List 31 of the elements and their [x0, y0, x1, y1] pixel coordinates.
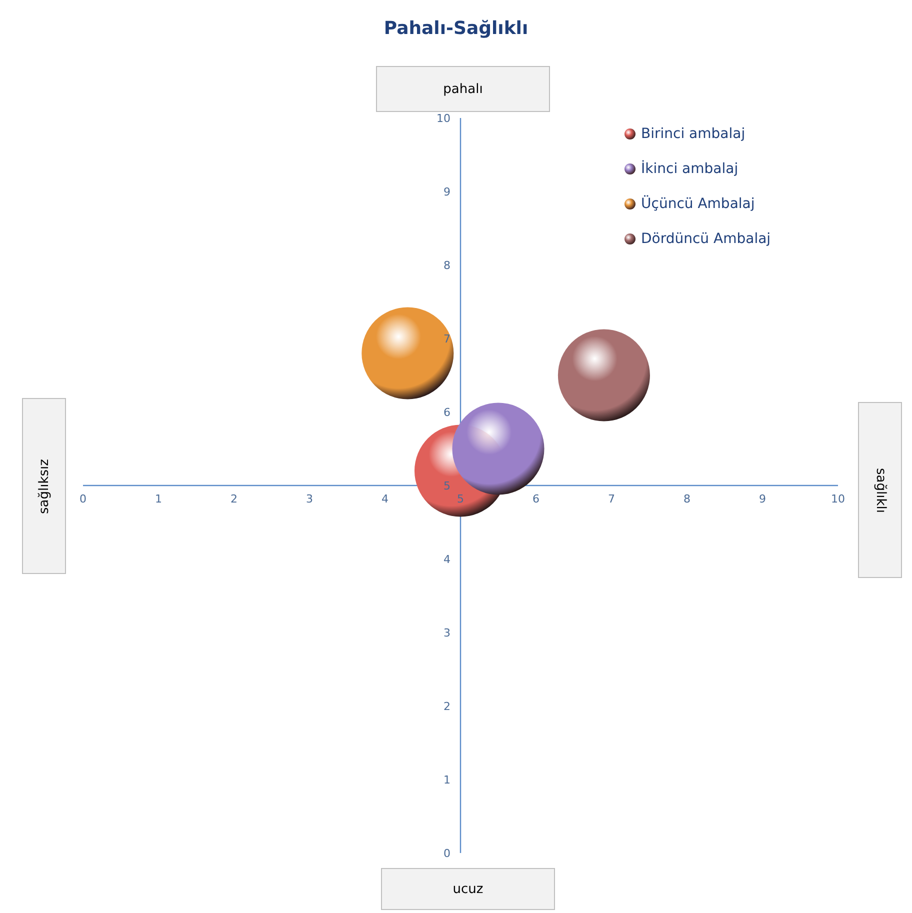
x-tick-label: 0 [80, 492, 86, 506]
x-tick-label: 4 [382, 492, 388, 506]
x-tick-label: 7 [608, 492, 615, 506]
y-tick-label: 9 [444, 186, 450, 198]
text: sağlıklı [872, 468, 888, 512]
y-tick-label: 5 [444, 480, 450, 492]
y-tick-label: 7 [444, 332, 450, 346]
x-tick-label: 8 [684, 492, 690, 506]
y-tick-label: 2 [444, 700, 450, 713]
x-tick-label: 6 [532, 492, 540, 506]
legend-label: Birinci ambalaj [641, 126, 746, 142]
y-tick-label: 10 [436, 112, 450, 125]
x-tick-label: 9 [759, 492, 766, 506]
y-tick-label: 3 [444, 626, 450, 640]
chart-title: Pahalı-Sağlıklı [382, 18, 530, 39]
y-tick-label: 6 [444, 406, 450, 419]
legend-label: Dördüncü Ambalaj [641, 230, 771, 246]
x-tick-label: 10 [831, 492, 845, 506]
text: ucuz [452, 882, 484, 896]
x-tick-label: 1 [155, 492, 162, 506]
y-tick-label: 1 [444, 774, 450, 786]
legend-label: Üçüncü Ambalaj [641, 196, 755, 212]
y-tick-label: 4 [444, 553, 450, 566]
x-tick-label: 2 [230, 492, 238, 506]
y-tick-label: 0 [444, 847, 450, 860]
text: sağlıksız [36, 458, 52, 514]
x-tick-label: 5 [457, 492, 464, 506]
text: pahalı [443, 82, 483, 96]
x-tick-label: 3 [306, 492, 313, 506]
legend-label: İkinci ambalaj [641, 160, 738, 176]
y-tick-label: 8 [444, 259, 450, 272]
